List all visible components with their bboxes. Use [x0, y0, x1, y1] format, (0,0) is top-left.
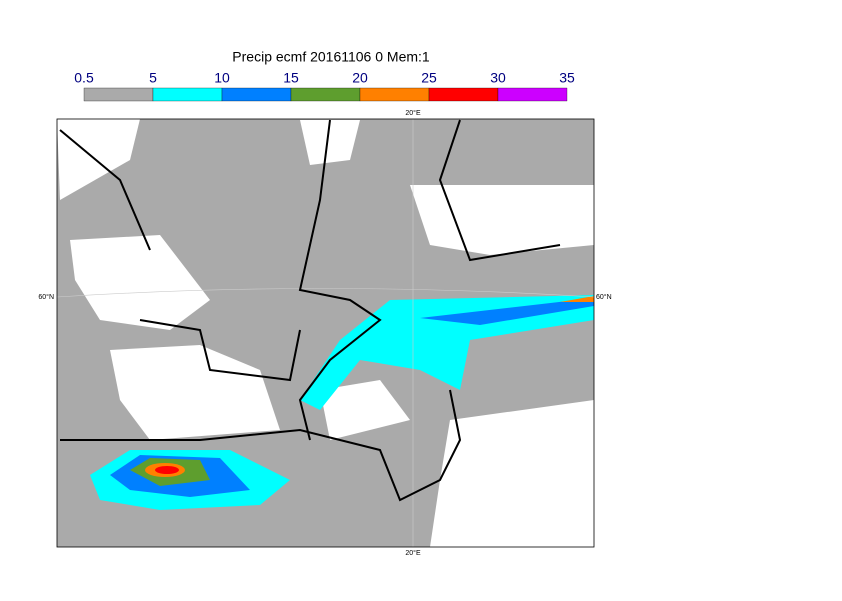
colorbar-tick-label: 25	[421, 70, 437, 86]
lat-label: 60°N	[596, 293, 612, 301]
colorbar-tick-label: 30	[490, 70, 506, 86]
dry-area	[110, 345, 280, 440]
dry-area	[430, 400, 594, 547]
map-area	[57, 119, 594, 547]
lon-label: 20°E	[405, 549, 421, 557]
colorbar-segment	[428, 87, 499, 102]
precip-core	[155, 466, 179, 474]
dry-area	[410, 185, 594, 255]
colorbar-segment	[221, 87, 292, 102]
colorbar-segment	[497, 87, 568, 102]
colorbar-tick-label: 10	[214, 70, 230, 86]
precip-band	[420, 298, 594, 325]
coastline	[59, 119, 561, 502]
dry-area	[57, 119, 140, 200]
precip-core	[560, 296, 594, 302]
dry-area	[300, 120, 360, 165]
colorbar-segment	[359, 87, 430, 102]
colorbar-segment	[152, 87, 223, 102]
dry-area	[320, 380, 410, 440]
colorbar: 0.5 5 10 15 20 25 30 35	[74, 70, 575, 102]
dry-area	[70, 235, 210, 330]
lat-label: 60°N	[38, 293, 54, 301]
colorbar-tick-label: 15	[283, 70, 299, 86]
lon-label: 20°E	[405, 109, 421, 117]
title: Precip ecmf 20161106 0 Mem:1	[232, 49, 430, 65]
colorbar-segment	[83, 87, 154, 102]
colorbar-tick-label: 5	[149, 70, 157, 86]
colorbar-segment	[290, 87, 361, 102]
precip-band	[300, 295, 594, 410]
graticule	[57, 119, 594, 547]
colorbar-tick-label: 0.5	[74, 70, 94, 86]
colorbar-tick-label: 35	[559, 70, 575, 86]
colorbar-tick-label: 20	[352, 70, 368, 86]
map-frame	[56, 118, 595, 548]
